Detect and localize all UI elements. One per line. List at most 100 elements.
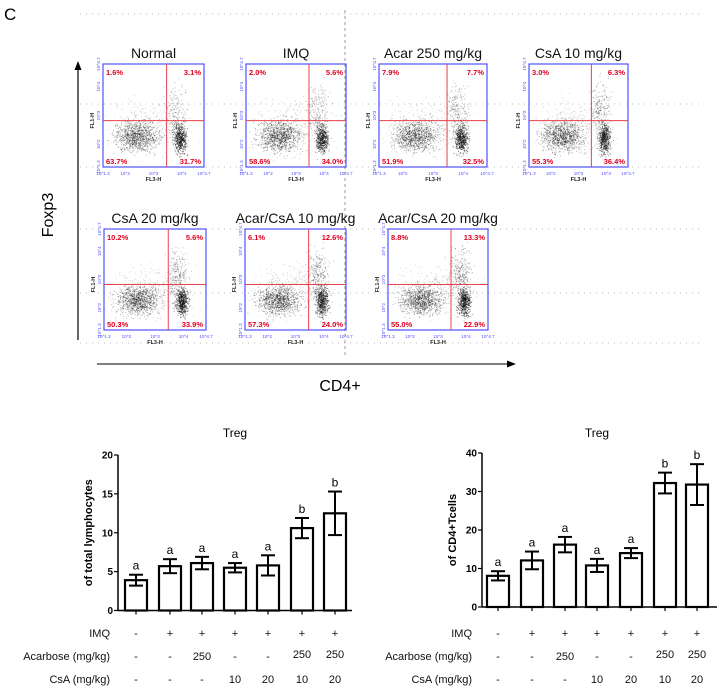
event-dot — [324, 126, 326, 128]
event-dot — [281, 139, 283, 141]
event-dot — [429, 130, 431, 131]
event-dot — [399, 132, 401, 133]
event-dot — [428, 135, 429, 137]
event-dot — [423, 134, 425, 136]
event-dot — [150, 144, 152, 146]
event-dot — [135, 126, 136, 127]
event-dot — [133, 106, 135, 108]
event-dot — [261, 127, 263, 129]
event-dot — [321, 142, 323, 144]
event-dot — [285, 140, 287, 142]
event-dot — [408, 142, 410, 144]
event-dot — [422, 129, 424, 131]
event-dot — [130, 123, 132, 125]
event-dot — [323, 137, 325, 139]
event-dot — [121, 123, 122, 125]
event-dot — [135, 133, 137, 135]
event-dot — [134, 134, 136, 136]
event-dot — [327, 142, 329, 144]
event-dot — [322, 138, 323, 140]
event-dot — [295, 118, 297, 120]
event-dot — [283, 128, 285, 130]
event-dot — [121, 139, 123, 141]
event-dot — [323, 136, 325, 138]
event-dot — [132, 142, 134, 144]
event-dot — [430, 130, 432, 132]
event-dot — [280, 147, 282, 149]
event-dot — [320, 152, 322, 153]
event-dot — [153, 139, 155, 141]
event-dot — [289, 138, 290, 140]
event-dot — [122, 151, 124, 152]
event-dot — [123, 134, 125, 136]
event-dot — [150, 124, 152, 126]
event-dot — [325, 133, 326, 135]
event-dot — [436, 131, 438, 133]
event-dot — [177, 129, 179, 131]
event-dot — [133, 113, 134, 115]
event-dot — [292, 142, 294, 143]
event-dot — [182, 148, 184, 150]
event-dot — [280, 127, 282, 129]
event-dot — [405, 145, 407, 146]
event-dot — [152, 137, 154, 139]
event-dot — [271, 140, 272, 142]
event-dot — [274, 153, 276, 154]
event-dot — [172, 138, 174, 140]
event-dot — [143, 108, 144, 109]
event-dot — [271, 125, 273, 127]
event-dot — [410, 144, 412, 146]
event-dot — [182, 117, 184, 119]
event-dot — [276, 116, 278, 118]
event-dot — [152, 122, 154, 124]
event-dot — [123, 143, 125, 145]
event-dot — [274, 135, 275, 137]
event-dot — [143, 145, 145, 147]
event-dot — [322, 139, 323, 141]
event-dot — [261, 135, 262, 137]
event-dot — [177, 141, 179, 143]
event-dot — [278, 135, 280, 137]
event-dot — [323, 134, 325, 136]
event-dot — [323, 96, 325, 98]
event-dot — [322, 123, 324, 125]
event-dot — [273, 128, 275, 130]
event-dot — [131, 134, 132, 136]
event-dot — [324, 129, 326, 130]
event-dot — [115, 125, 116, 127]
event-dot — [413, 147, 415, 149]
event-dot — [286, 138, 287, 140]
event-dot — [154, 141, 156, 143]
event-dot — [176, 147, 177, 149]
event-dot — [290, 121, 292, 123]
event-dot — [180, 133, 182, 135]
event-dot — [323, 141, 325, 143]
event-dot — [134, 123, 135, 125]
event-dot — [267, 129, 269, 131]
event-dot — [272, 135, 274, 137]
event-dot — [417, 132, 419, 134]
event-dot — [130, 130, 131, 131]
event-dot — [296, 146, 298, 148]
event-dot — [397, 130, 399, 131]
event-dot — [169, 126, 171, 128]
event-dot — [273, 124, 275, 126]
event-dot — [412, 139, 414, 141]
event-dot — [280, 142, 281, 144]
event-dot — [130, 144, 132, 146]
event-dot — [139, 126, 140, 128]
event-dot — [320, 138, 322, 140]
event-dot — [433, 138, 435, 139]
event-dot — [421, 139, 423, 141]
event-dot — [414, 133, 416, 135]
event-dot — [320, 85, 321, 86]
event-dot — [420, 142, 422, 144]
event-dot — [316, 141, 318, 143]
event-dot — [113, 136, 115, 138]
event-dot — [124, 135, 125, 137]
event-dot — [320, 140, 322, 142]
event-dot — [132, 145, 134, 147]
event-dot — [152, 113, 154, 115]
event-dot — [402, 135, 403, 136]
